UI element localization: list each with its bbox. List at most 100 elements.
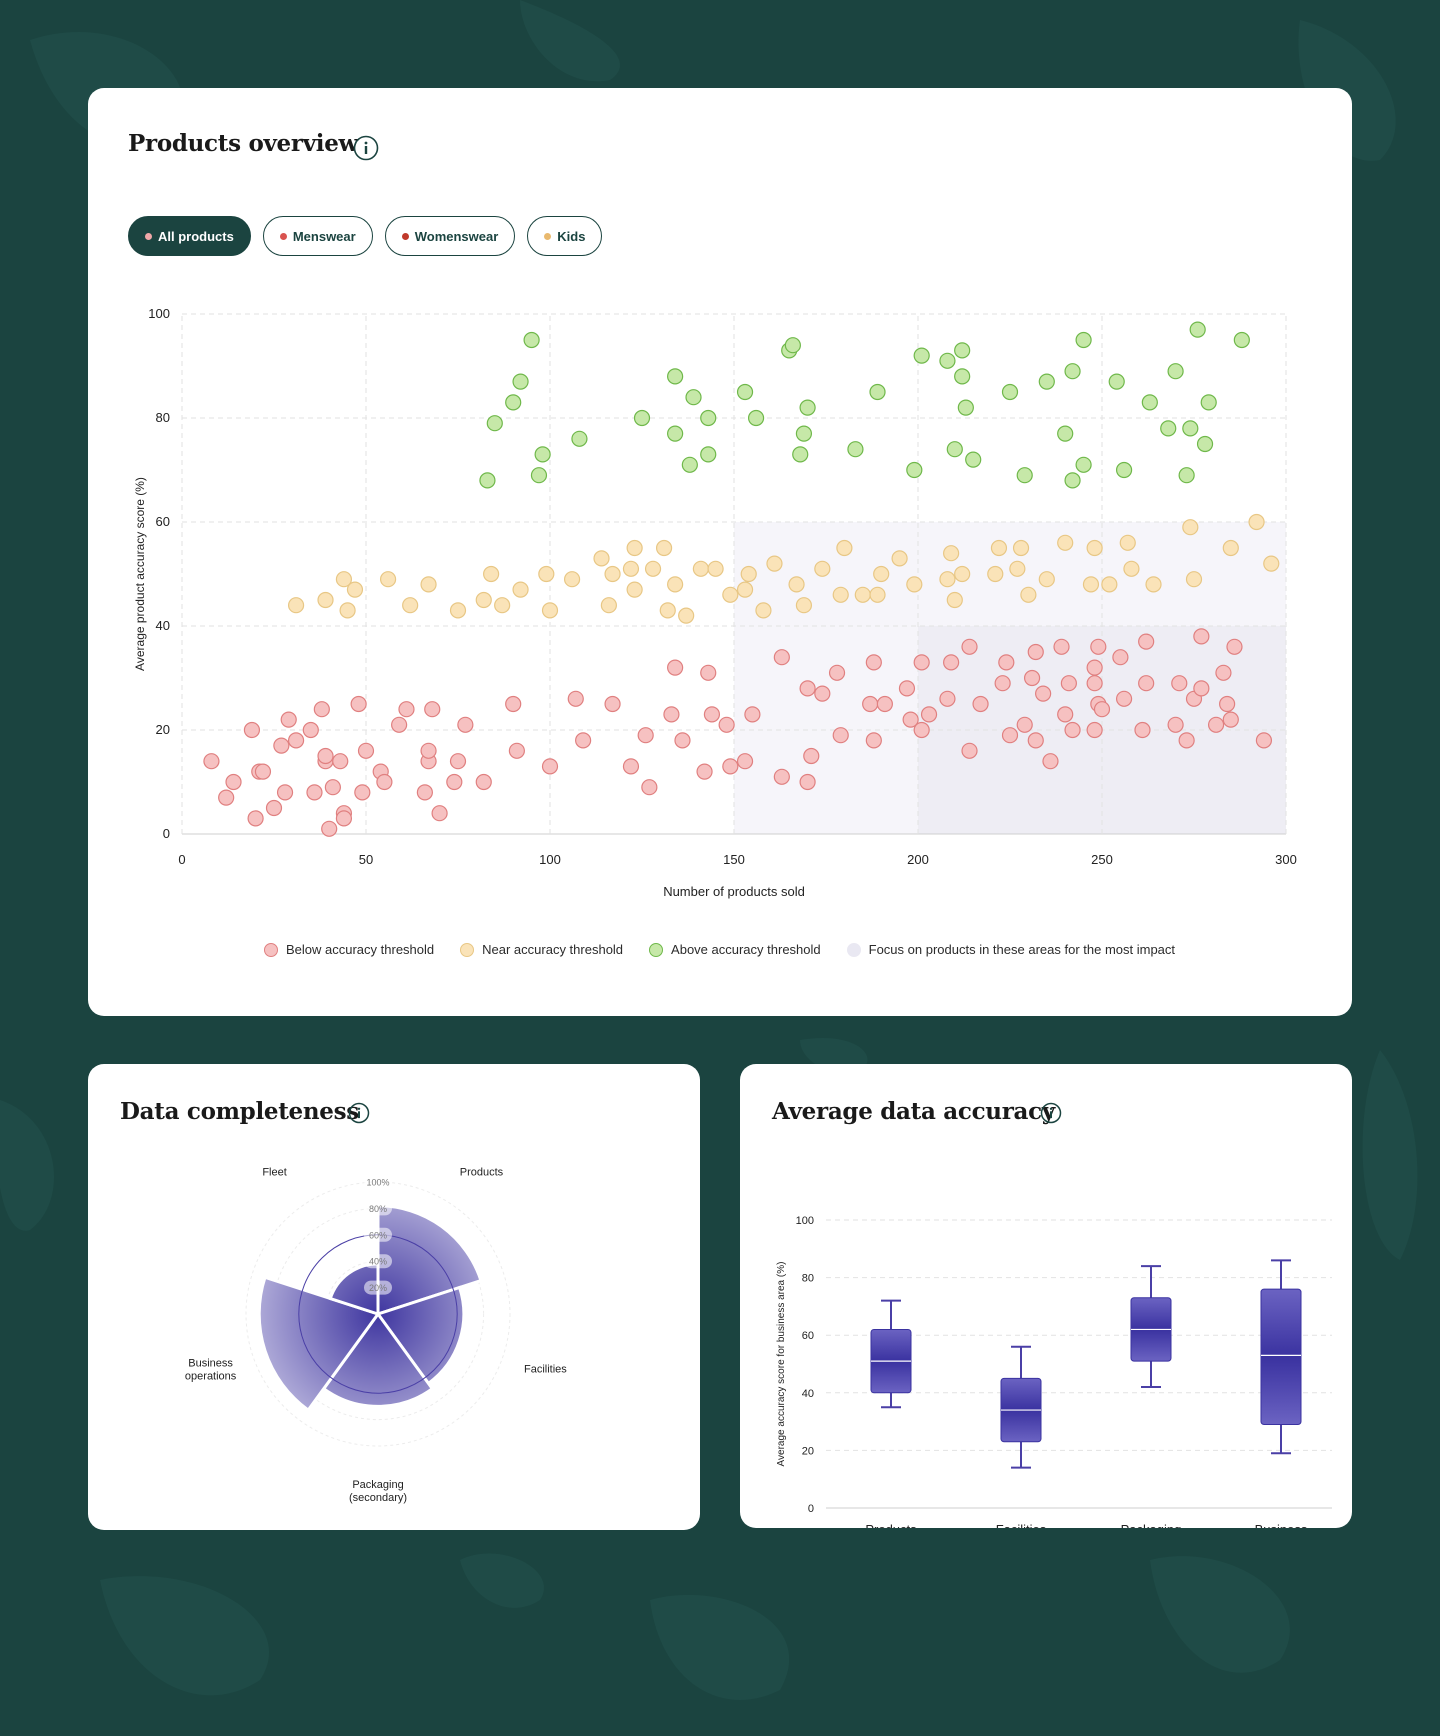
scatter-point (957, 399, 974, 416)
scatter-point (954, 342, 971, 359)
x-axis-label: Number of products sold (663, 884, 805, 899)
scatter-point (990, 539, 1008, 557)
filter-womenswear[interactable]: Womenswear (384, 216, 516, 256)
scatter-point (1027, 732, 1044, 749)
scatter-point (766, 555, 783, 572)
scatter-point (814, 685, 831, 702)
legend-item-focus: Focus on products in these areas for the… (846, 942, 1176, 957)
scatter-point (906, 461, 923, 479)
scatter-point (254, 763, 272, 780)
y-tick-label: 60 (156, 514, 170, 529)
scatter-point (773, 768, 790, 785)
scatter-point (795, 597, 813, 614)
scatter-point (1001, 727, 1019, 744)
scatter-point (357, 742, 375, 759)
y-tick-label: 100 (148, 306, 170, 321)
scatter-point (1145, 576, 1162, 593)
scatter-point (700, 446, 717, 463)
radar-tick-bg (364, 1227, 392, 1242)
scatter-point (906, 576, 923, 593)
scatter-point (1219, 695, 1236, 713)
box-body (1260, 1288, 1302, 1425)
scatter-point (1053, 638, 1070, 655)
info-icon[interactable] (1040, 1102, 1062, 1124)
scatter-point (1086, 721, 1103, 739)
scatter-point (626, 539, 643, 557)
scatter-point (667, 659, 684, 676)
info-icon[interactable] (353, 135, 379, 161)
info-icon[interactable] (348, 1102, 370, 1124)
scatter-point (1108, 373, 1125, 390)
scatter-point (1167, 363, 1184, 380)
scatter-point (836, 539, 853, 557)
radar-category-label: Products (460, 1167, 504, 1179)
scatter-point (317, 747, 334, 765)
scatter-point (847, 441, 864, 458)
box-label-line: Packaging (1121, 1522, 1182, 1528)
radar-label-line: Products (460, 1167, 504, 1179)
scatter-point (1182, 420, 1199, 437)
legend-swatch (460, 942, 475, 957)
scatter-point (1196, 435, 1214, 453)
scatter-point (946, 591, 963, 609)
scatter-point (398, 701, 415, 718)
scatter-point (541, 758, 559, 775)
scatter-point (567, 690, 584, 707)
filter-all-products[interactable]: All products (128, 216, 251, 256)
scatter-point (869, 383, 886, 401)
scatter-point (799, 680, 816, 697)
scatter-point (1160, 420, 1177, 437)
legend-label: Focus on products in these areas for the… (868, 942, 1176, 957)
y-tick-label: 40 (156, 618, 170, 633)
scatter-point (494, 597, 511, 614)
scatter-point (339, 602, 356, 619)
scatter-point (744, 706, 761, 723)
filter-kids[interactable]: Kids (527, 216, 603, 256)
scatter-point (700, 409, 717, 427)
radar-sector (257, 1275, 381, 1413)
scatter-point (965, 451, 982, 468)
scatter-point (243, 721, 261, 739)
scatter-point (446, 773, 463, 791)
radar-tick-bg (364, 1254, 392, 1269)
scatter-point (1200, 394, 1217, 411)
filter-label: All products (158, 228, 234, 244)
x-tick-label: 0 (178, 852, 185, 867)
scatter-point (1042, 753, 1059, 770)
scatter-point (247, 810, 264, 827)
radar-sector (321, 1311, 435, 1408)
scatter-point (1082, 576, 1100, 593)
scatter-point (913, 347, 930, 364)
scatter-point (530, 467, 548, 484)
scatter-point (854, 586, 871, 603)
scatter-point (784, 337, 801, 354)
filter-menswear[interactable]: Menswear (262, 216, 373, 256)
scatter-point (604, 695, 621, 713)
scatter-point (350, 695, 367, 713)
radar-category-label: Fleet (262, 1167, 286, 1179)
scatter-point (416, 784, 433, 801)
scatter-point (306, 784, 323, 801)
legend-label: Above accuracy threshold (671, 942, 821, 957)
scatter-point (740, 565, 757, 583)
scatter-point (622, 758, 640, 775)
scatter-point (1060, 675, 1077, 692)
box-category-label: Packaging(secondary) (1117, 1522, 1186, 1528)
scatter-point (332, 753, 349, 770)
scatter-point (1064, 363, 1081, 380)
scatter-point (667, 425, 684, 442)
scatter-point (1035, 685, 1052, 702)
scatter-point (431, 805, 448, 822)
box-category-label: Products (865, 1522, 917, 1528)
scatter-point (538, 565, 555, 583)
legend-item-below: Below accuracy threshold (264, 942, 434, 957)
scatter-point (1141, 394, 1158, 411)
scatter-point (225, 773, 242, 791)
x-tick-label: 150 (723, 852, 745, 867)
scatter-point (865, 654, 882, 671)
scatter-point (637, 727, 654, 744)
scatter-point (633, 409, 651, 427)
scatter-point (795, 425, 813, 442)
scatter-point (685, 389, 702, 406)
scatter-point (475, 591, 492, 609)
